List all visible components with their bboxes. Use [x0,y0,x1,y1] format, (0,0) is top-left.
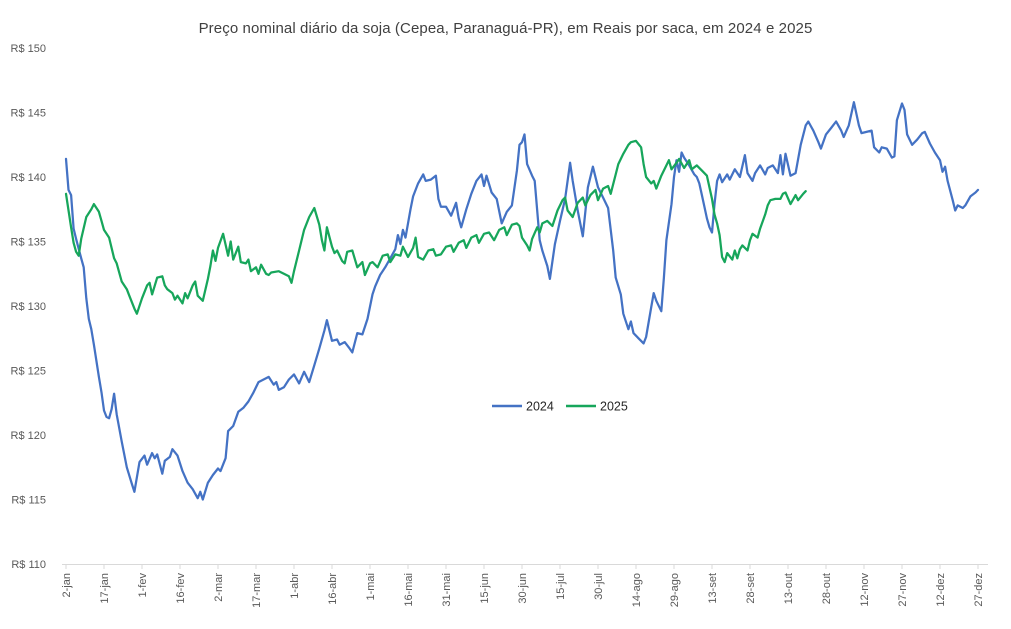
x-tick-label-group: 13-out [783,573,795,604]
x-tick-label-group: 30-jun [517,573,529,604]
x-tick-label: 29-ago [669,573,681,607]
x-tick-label-group: 28-out [821,573,833,604]
legend: 2024 2025 [492,400,628,414]
x-tick-label: 16-mai [403,573,415,607]
y-tick-label: R$ 150 [11,43,46,55]
x-tick-label-group: 16-mai [403,573,415,607]
x-tick-label: 2-jan [61,573,73,597]
x-tick-label-group: 15-jul [555,573,567,600]
x-tick-label: 1-fev [137,573,149,598]
x-tick-label-group: 2-jan [61,573,73,597]
x-tick-label: 31-mai [441,573,453,607]
x-tick-label-group: 16-fev [175,573,187,604]
x-tick-label-group: 16-abr [327,573,339,605]
x-axis-tick-labels: 2-jan 17-jan 1-fev 16-fev 2-mar 17-mar 1-abr 16… [61,573,985,608]
x-tick-label-group: 17-jan [99,573,111,604]
y-tick-label: R$ 110 [11,559,46,571]
x-tick-label: 17-jan [99,573,111,604]
x-tick-label-group: 1-abr [289,573,301,599]
x-tick-label: 14-ago [631,573,643,607]
series-lines [64,101,980,501]
x-tick-label: 12-dez [935,573,947,607]
x-tick-label-group: 27-nov [897,573,909,607]
legend-label-2025: 2025 [600,400,628,414]
y-axis-tick-labels: R$ 110 R$ 115 R$ 120 R$ 125 R$ 130 R$ 135 R$ 1… [11,43,46,571]
x-tick-label-group: 28-set [745,573,757,604]
x-tick-label-group: 15-jun [479,573,491,604]
x-tick-label: 30-jul [593,573,605,600]
x-tick-label: 28-set [745,573,757,604]
y-tick-label: R$ 125 [11,366,46,378]
y-tick-label: R$ 115 [11,495,46,507]
x-tick-label: 28-out [821,573,833,604]
x-tick-label-group: 13-set [707,573,719,604]
chart-title: Preço nominal diário da soja (Cepea, Par… [198,20,813,37]
x-tick-label-group: 14-ago [631,573,643,607]
y-tick-label: R$ 130 [11,301,46,313]
x-tick-label: 2-mar [213,573,225,602]
legend-item-2024: 2024 [492,400,554,414]
x-tick-label: 1-mai [365,573,377,601]
x-tick-label: 13-out [783,573,795,604]
x-tick-label: 17-mar [251,573,263,608]
x-tick-label: 1-abr [289,573,301,599]
y-tick-label: R$ 135 [11,237,46,249]
y-tick-label: R$ 140 [11,172,46,184]
x-tick-label: 30-jun [517,573,529,604]
x-tick-label-group: 29-ago [669,573,681,607]
legend-label-2024: 2024 [526,400,554,414]
x-tick-label-group: 2-mar [213,573,225,602]
x-tick-label: 13-set [707,573,719,604]
x-tick-label-group: 31-mai [441,573,453,607]
x-tick-label-group: 17-mar [251,573,263,608]
x-tick-label: 16-fev [175,573,187,604]
y-tick-label: R$ 120 [11,430,46,442]
x-tick-label: 15-jul [555,573,567,600]
series-line-2024 [64,101,980,501]
x-tick-label: 27-dez [973,573,985,607]
x-tick-label: 16-abr [327,573,339,605]
series-line-2025 [64,139,807,315]
x-tick-label-group: 12-dez [935,573,947,607]
x-tick-label-group: 12-nov [859,573,871,607]
x-tick-label-group: 1-mai [365,573,377,601]
legend-item-2025: 2025 [566,400,628,414]
x-tick-label-group: 1-fev [137,573,149,598]
y-tick-label: R$ 145 [11,108,46,120]
x-tick-label: 12-nov [859,573,871,607]
x-axis-tick-marks [65,564,979,569]
x-tick-label-group: 27-dez [973,573,985,607]
x-tick-label: 15-jun [479,573,491,604]
x-tick-label: 27-nov [897,573,909,607]
x-tick-label-group: 30-jul [593,573,605,600]
